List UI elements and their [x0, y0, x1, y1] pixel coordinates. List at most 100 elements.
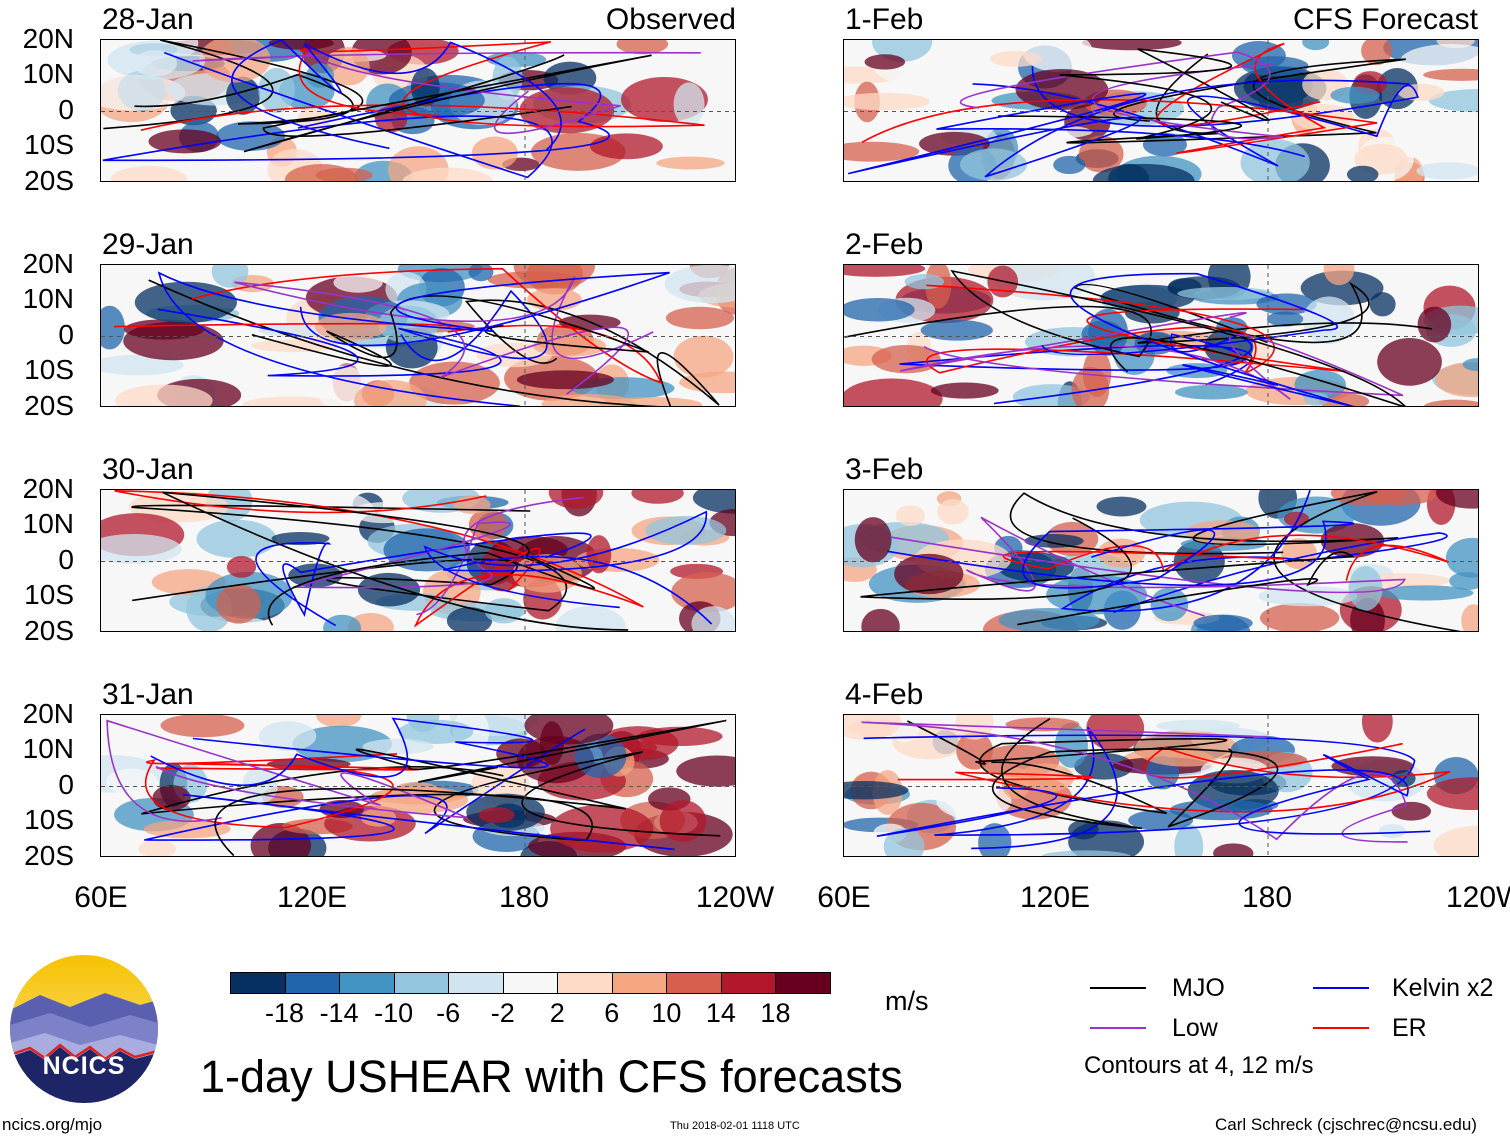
shear-field: [844, 715, 1478, 856]
shear-anomaly: [160, 715, 245, 738]
wave-contour: [861, 721, 1408, 843]
wave-contour: [423, 510, 713, 625]
shear-anomaly: [152, 785, 191, 811]
shear-anomaly: [110, 166, 188, 181]
shear-anomaly: [1240, 139, 1310, 181]
shear-anomaly: [1435, 362, 1478, 398]
shear-anomaly: [1082, 40, 1182, 51]
wave-contour: [157, 271, 670, 406]
shear-anomaly: [1361, 715, 1393, 743]
shear-anomaly: [1346, 165, 1379, 181]
wave-contour: [102, 51, 610, 179]
wave-contour: [255, 532, 592, 627]
shear-anomaly: [516, 370, 614, 390]
shear-anomaly: [258, 67, 295, 113]
shear-anomaly: [323, 614, 362, 631]
colorbar-tick-label: -14: [319, 998, 359, 1028]
wave-contour: [1073, 281, 1433, 344]
shear-anomaly: [471, 136, 518, 170]
lat-label: 10N: [22, 283, 74, 314]
colorbar-tick-label: 10: [651, 998, 682, 1028]
shear-anomaly: [242, 396, 342, 406]
lon-label: 120E: [1019, 881, 1091, 914]
panel-date: 3-Feb: [845, 453, 924, 486]
shear-anomaly: [676, 755, 735, 787]
figure-title: 1-day USHEAR with CFS forecasts: [200, 1051, 903, 1102]
colorbar-tick-label: 2: [549, 998, 565, 1028]
shear-anomaly: [550, 804, 654, 853]
colorbar-swatch: [230, 972, 286, 994]
colorbar-swatch: [393, 972, 450, 994]
observed-panel-4: [100, 714, 736, 857]
shear-anomaly: [1249, 839, 1335, 856]
wave-contour: [863, 726, 1416, 850]
shear-anomaly: [106, 768, 158, 795]
shear-anomaly: [271, 531, 330, 546]
shear-anomaly: [1369, 292, 1396, 317]
shear-anomaly: [1283, 511, 1310, 527]
lat-label: 0: [58, 544, 74, 575]
shear-anomaly: [446, 607, 493, 631]
lat-label: 10S: [24, 804, 74, 835]
shear-anomaly: [1071, 366, 1110, 406]
wave-contour: [972, 66, 1419, 167]
shear-anomaly: [1378, 824, 1407, 839]
colorbar-tick-label: -10: [374, 998, 414, 1028]
colorbar-tick-label: -6: [436, 998, 461, 1028]
forecast-panel-3: [843, 489, 1479, 632]
observed-panel-2: [100, 264, 736, 407]
wave-contour: [1002, 534, 1449, 581]
colorbar-swatch: [339, 972, 395, 994]
shear-anomaly: [409, 361, 500, 405]
wave-contour: [887, 520, 1355, 589]
lat-label: 20N: [22, 473, 74, 504]
forecast-panel-2: [843, 264, 1479, 407]
shear-anomaly: [226, 556, 257, 578]
logo-text: NCICS: [42, 1052, 126, 1080]
shear-anomaly: [216, 584, 261, 624]
shear-anomaly: [1397, 83, 1445, 101]
shear-field: [844, 490, 1478, 631]
shear-anomaly: [1174, 824, 1204, 856]
shear-anomaly: [555, 606, 626, 631]
shear-anomaly: [148, 129, 222, 154]
shear-anomaly: [1449, 572, 1478, 591]
shear-anomaly: [691, 606, 735, 631]
shear-anomaly: [527, 288, 582, 311]
shear-anomaly: [484, 598, 524, 624]
shear-anomaly: [844, 297, 915, 322]
colorbar-swatch: [775, 972, 831, 994]
lat-label: 10S: [24, 354, 74, 385]
wave-contour: [192, 51, 701, 135]
panel-date: 2-Feb: [845, 228, 924, 261]
shear-anomaly: [1054, 722, 1088, 768]
shear-anomaly: [138, 840, 177, 856]
shear-anomaly: [665, 306, 734, 330]
contour-note: Contours at 4, 12 m/s: [1084, 1052, 1314, 1079]
shear-anomaly: [134, 281, 237, 324]
shear-anomaly: [844, 265, 926, 277]
shear-anomaly: [930, 382, 999, 399]
shear-anomaly: [1078, 135, 1124, 173]
shear-anomaly: [1012, 384, 1090, 406]
colorbar-swatch: [502, 972, 559, 994]
wave-contour: [148, 279, 720, 406]
wave-contour: [1009, 490, 1462, 631]
panel-date: 31-Jan: [102, 678, 194, 711]
shear-anomaly: [259, 721, 317, 751]
shear-anomaly: [589, 133, 663, 160]
shear-anomaly: [1174, 384, 1248, 400]
shear-field: [844, 265, 1478, 406]
wave-contour: [860, 517, 1355, 626]
lat-label: 20S: [24, 615, 74, 646]
shear-field: [101, 715, 735, 856]
shear-anomaly: [1348, 566, 1383, 611]
shear-field: [101, 490, 735, 631]
colorbar-tick-label: 18: [760, 998, 791, 1028]
shear-anomaly: [333, 272, 383, 293]
shear-anomaly: [1416, 162, 1478, 180]
shear-anomaly: [1041, 850, 1131, 856]
shear-anomaly: [101, 74, 186, 111]
shear-anomaly: [631, 490, 684, 504]
lat-label: 20S: [24, 165, 74, 196]
